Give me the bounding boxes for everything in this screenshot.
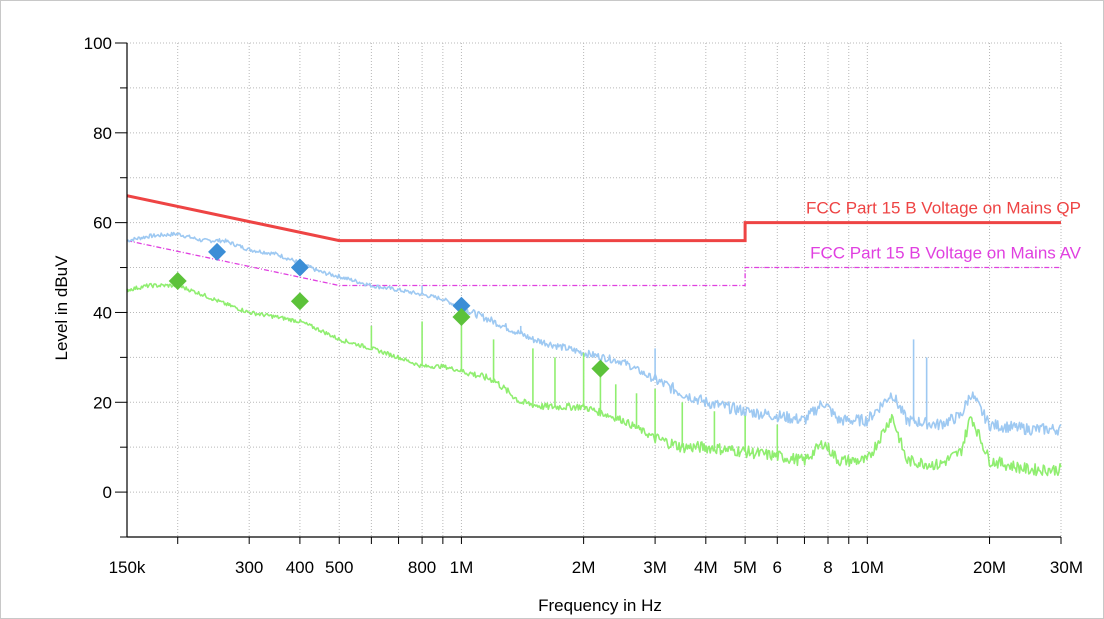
axes: 0 20 40 60 80 100 150k 300 400 500 800 1M 2M 3M 4M 5M 6 8… — [84, 34, 1083, 577]
detector-markers — [168, 242, 610, 378]
x-tick-label: 8 — [823, 558, 832, 577]
x-tick-label: 800 — [408, 558, 436, 577]
x-tick-label: 5M — [733, 558, 757, 577]
qp-limit-label: FCC Part 15 B Voltage on Mains QP — [806, 199, 1081, 218]
x-tick-label: 3M — [643, 558, 667, 577]
qp-marker — [290, 258, 309, 277]
x-tick-label: 400 — [286, 558, 314, 577]
y-axis-title: Level in dBuV — [52, 255, 71, 361]
y-tick-label: 80 — [93, 124, 112, 143]
y-tick-label: 100 — [84, 34, 112, 53]
grid — [127, 42, 1062, 538]
x-tick-label: 1M — [450, 558, 474, 577]
av-limit-line — [126, 239, 1061, 287]
x-tick-label: 4M — [694, 558, 718, 577]
y-tick-label: 60 — [93, 214, 112, 233]
trace-1 — [126, 282, 1062, 477]
av-marker — [591, 359, 610, 378]
qp-marker — [208, 242, 227, 261]
y-tick-label: 20 — [93, 393, 112, 412]
measurement-traces — [126, 231, 1062, 477]
av-marker — [168, 272, 187, 291]
qp-limit-line — [126, 194, 1061, 243]
x-tick-label: 2M — [572, 558, 596, 577]
x-tick-label: 10M — [851, 558, 884, 577]
qp-marker — [452, 296, 471, 315]
x-tick-label: 20M — [973, 558, 1006, 577]
av-marker — [290, 292, 309, 311]
av-limit-label: FCC Part 15 B Voltage on Mains AV — [810, 244, 1082, 263]
x-tick-label: 150k — [109, 558, 146, 577]
limit-lines: FCC Part 15 B Voltage on Mains QP FCC Par… — [126, 194, 1082, 287]
av-marker — [452, 307, 471, 326]
y-tick-label: 0 — [103, 483, 112, 502]
x-tick-label: 6 — [773, 558, 782, 577]
x-tick-label: 300 — [235, 558, 263, 577]
x-axis-title: Frequency in Hz — [538, 596, 662, 615]
trace-0 — [126, 231, 1062, 436]
x-tick-label: 30M — [1050, 558, 1083, 577]
x-tick-label: 500 — [325, 558, 353, 577]
y-tick-label: 40 — [93, 303, 112, 322]
